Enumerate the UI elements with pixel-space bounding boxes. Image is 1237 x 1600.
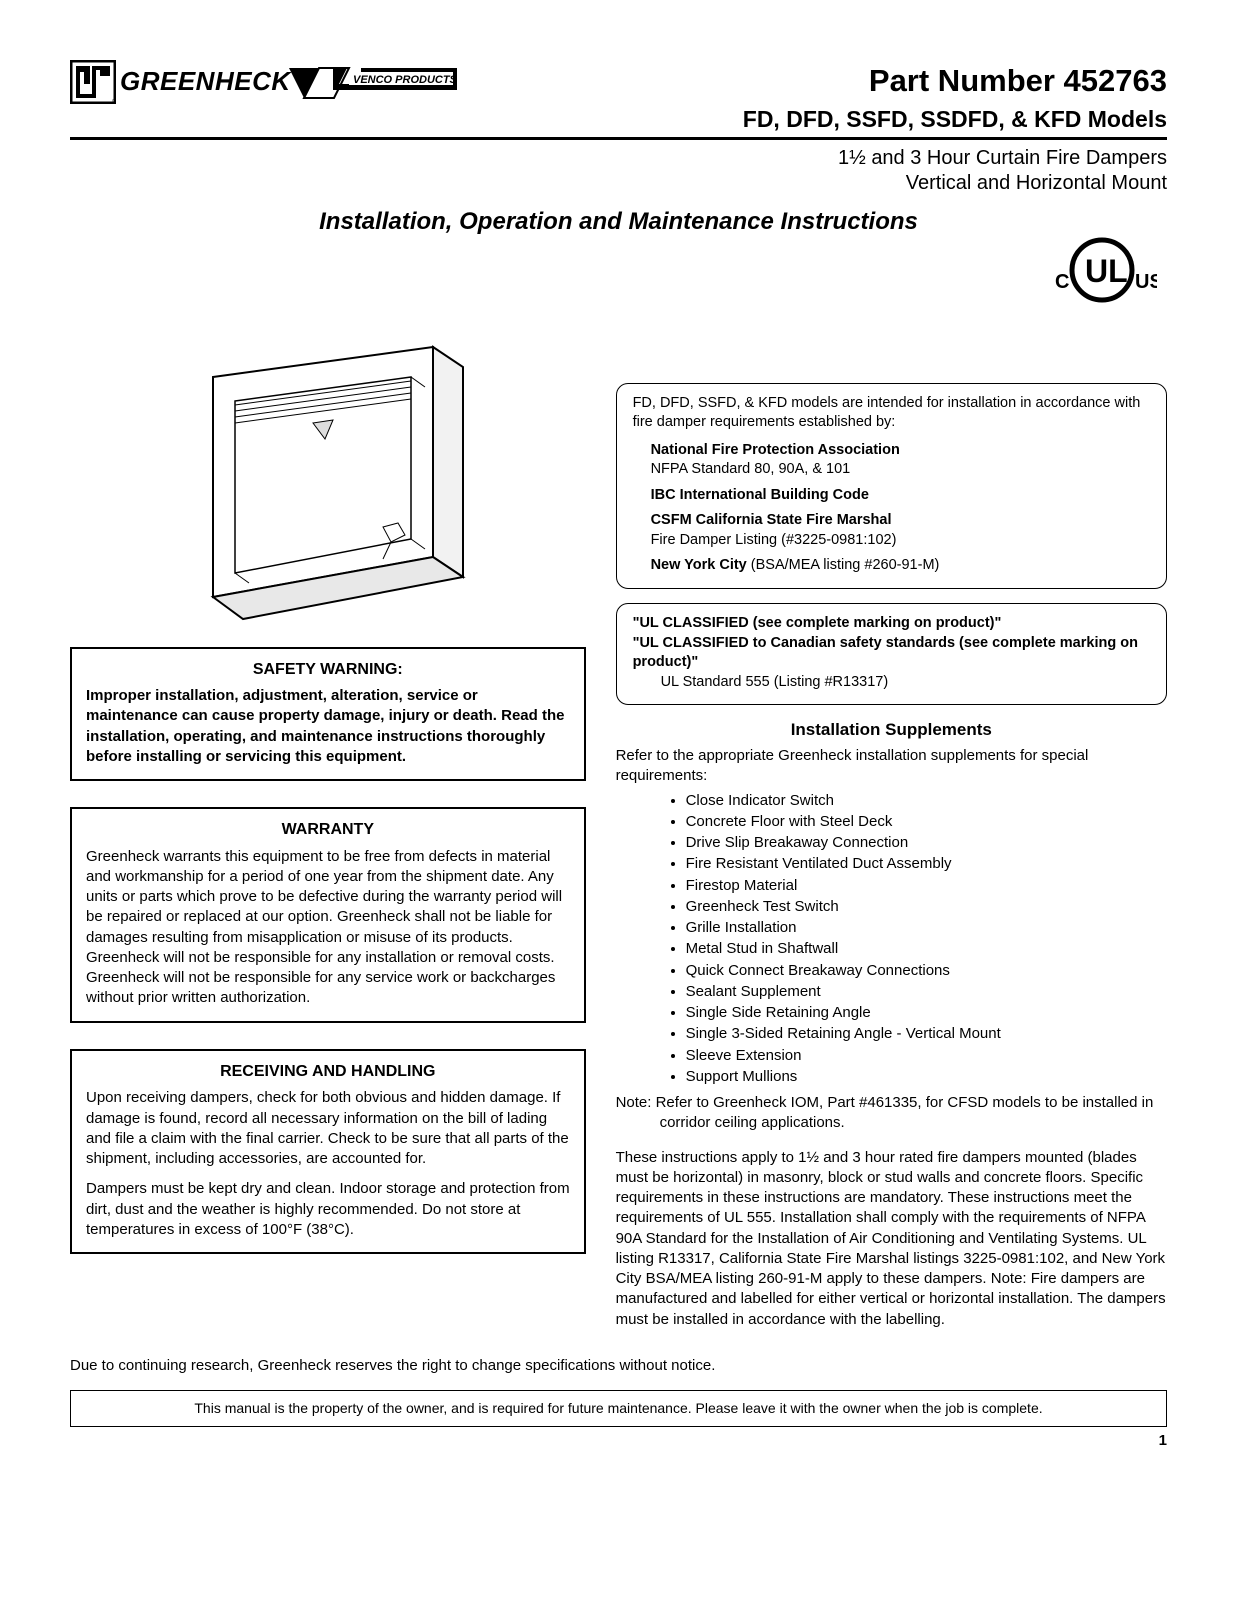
supplements-title: Installation Supplements <box>616 719 1167 742</box>
main-title: Installation, Operation and Maintenance … <box>70 206 1167 238</box>
right-column: FD, DFD, SSFD, & KFD models are intended… <box>616 327 1167 1330</box>
list-item: Grille Installation <box>686 918 1167 938</box>
supplements-intro: Refer to the appropriate Greenheck insta… <box>616 746 1167 787</box>
receiving-p1: Upon receiving dampers, check for both o… <box>86 1088 570 1169</box>
list-item: Close Indicator Switch <box>686 791 1167 811</box>
list-item: Greenheck Test Switch <box>686 897 1167 917</box>
svg-text:UL: UL <box>1085 253 1128 289</box>
subhead-2: Vertical and Horizontal Mount <box>70 171 1167 196</box>
page-number: 1 <box>70 1431 1167 1451</box>
list-item: Single 3-Sided Retaining Angle - Vertica… <box>686 1024 1167 1044</box>
warranty-panel: WARRANTY Greenheck warrants this equipme… <box>70 807 586 1023</box>
supplements-note: Note: Refer to Greenheck IOM, Part #4613… <box>616 1093 1167 1134</box>
codes-nyc-rest: (BSA/MEA listing #260-91-M) <box>747 557 940 573</box>
subhead-1: 1½ and 3 Hour Curtain Fire Dampers <box>70 146 1167 171</box>
body-paragraph: These instructions apply to 1½ and 3 hou… <box>616 1148 1167 1330</box>
brand-venco-text: VENCO PRODUCTS <box>353 74 458 86</box>
warranty-body: Greenheck warrants this equipment to be … <box>86 847 570 1009</box>
codes-nfpa: National Fire Protection Association <box>651 441 1150 461</box>
list-item: Quick Connect Breakaway Connections <box>686 961 1167 981</box>
codes-csfm: CSFM California State Fire Marshal <box>651 511 1150 531</box>
list-item: Sleeve Extension <box>686 1046 1167 1066</box>
safety-body: Improper installation, adjustment, alter… <box>86 686 570 767</box>
codes-csfm-sub: Fire Damper Listing (#3225-0981:102) <box>651 531 1150 551</box>
header-right: Part Number 452763 FD, DFD, SSFD, SSDFD,… <box>743 60 1167 135</box>
list-item: Metal Stud in Shaftwall <box>686 939 1167 959</box>
greenheck-logo-icon: ® <box>70 60 116 104</box>
ul-line3: UL Standard 555 (Listing #R13317) <box>661 673 1150 693</box>
receiving-p2: Dampers must be kept dry and clean. Indo… <box>86 1179 570 1240</box>
safety-warning-panel: SAFETY WARNING: Improper installation, a… <box>70 647 586 782</box>
list-item: Support Mullions <box>686 1067 1167 1087</box>
receiving-title: RECEIVING AND HANDLING <box>86 1061 570 1083</box>
part-number: Part Number 452763 <box>743 60 1167 102</box>
svg-text:®: ® <box>112 98 116 104</box>
codes-nyc: New York City (BSA/MEA listing #260-91-M… <box>651 556 1150 576</box>
list-item: Single Side Retaining Angle <box>686 1003 1167 1023</box>
receiving-panel: RECEIVING AND HANDLING Upon receiving da… <box>70 1049 586 1254</box>
list-item: Drive Slip Breakaway Connection <box>686 833 1167 853</box>
supplements-list: Close Indicator SwitchConcrete Floor wit… <box>686 791 1167 1088</box>
ul-classified-panel: "UL CLASSIFIED (see complete marking on … <box>616 603 1167 705</box>
ul-listed-icon: UL C US <box>1047 230 1157 310</box>
svg-text:US: US <box>1135 271 1157 293</box>
safety-title: SAFETY WARNING: <box>86 659 570 681</box>
ul-line2: "UL CLASSIFIED to Canadian safety standa… <box>633 634 1150 673</box>
ul-mark: UL C US <box>1047 230 1157 316</box>
codes-intro: FD, DFD, SSFD, & KFD models are intended… <box>633 394 1150 433</box>
footer-research: Due to continuing research, Greenheck re… <box>70 1356 1167 1376</box>
svg-text:C: C <box>1055 271 1069 293</box>
models-line: FD, DFD, SSFD, SSDFD, & KFD Models <box>743 104 1167 135</box>
venco-logo-icon: VENCO PRODUCTS <box>289 60 459 104</box>
left-column: SAFETY WARNING: Improper installation, a… <box>70 327 586 1281</box>
codes-ibc: IBC International Building Code <box>651 486 1150 506</box>
footer-owner-box: This manual is the property of the owner… <box>70 1390 1167 1427</box>
list-item: Sealant Supplement <box>686 982 1167 1002</box>
codes-panel: FD, DFD, SSFD, & KFD models are intended… <box>616 383 1167 590</box>
warranty-title: WARRANTY <box>86 819 570 841</box>
ul-line1: "UL CLASSIFIED (see complete marking on … <box>633 614 1150 634</box>
damper-illustration-icon <box>173 327 483 627</box>
codes-nfpa-sub: NFPA Standard 80, 90A, & 101 <box>651 460 1150 480</box>
logo-block: ® GREENHECK VENCO PRODUCTS <box>70 60 459 104</box>
codes-nyc-bold: New York City <box>651 557 747 573</box>
subhead-block: 1½ and 3 Hour Curtain Fire Dampers Verti… <box>70 146 1167 196</box>
list-item: Concrete Floor with Steel Deck <box>686 812 1167 832</box>
list-item: Fire Resistant Ventilated Duct Assembly <box>686 854 1167 874</box>
header-row: ® GREENHECK VENCO PRODUCTS Part Number 4… <box>70 60 1167 140</box>
brand-greenheck: GREENHECK <box>120 64 291 99</box>
two-column-body: SAFETY WARNING: Improper installation, a… <box>70 327 1167 1330</box>
list-item: Firestop Material <box>686 876 1167 896</box>
